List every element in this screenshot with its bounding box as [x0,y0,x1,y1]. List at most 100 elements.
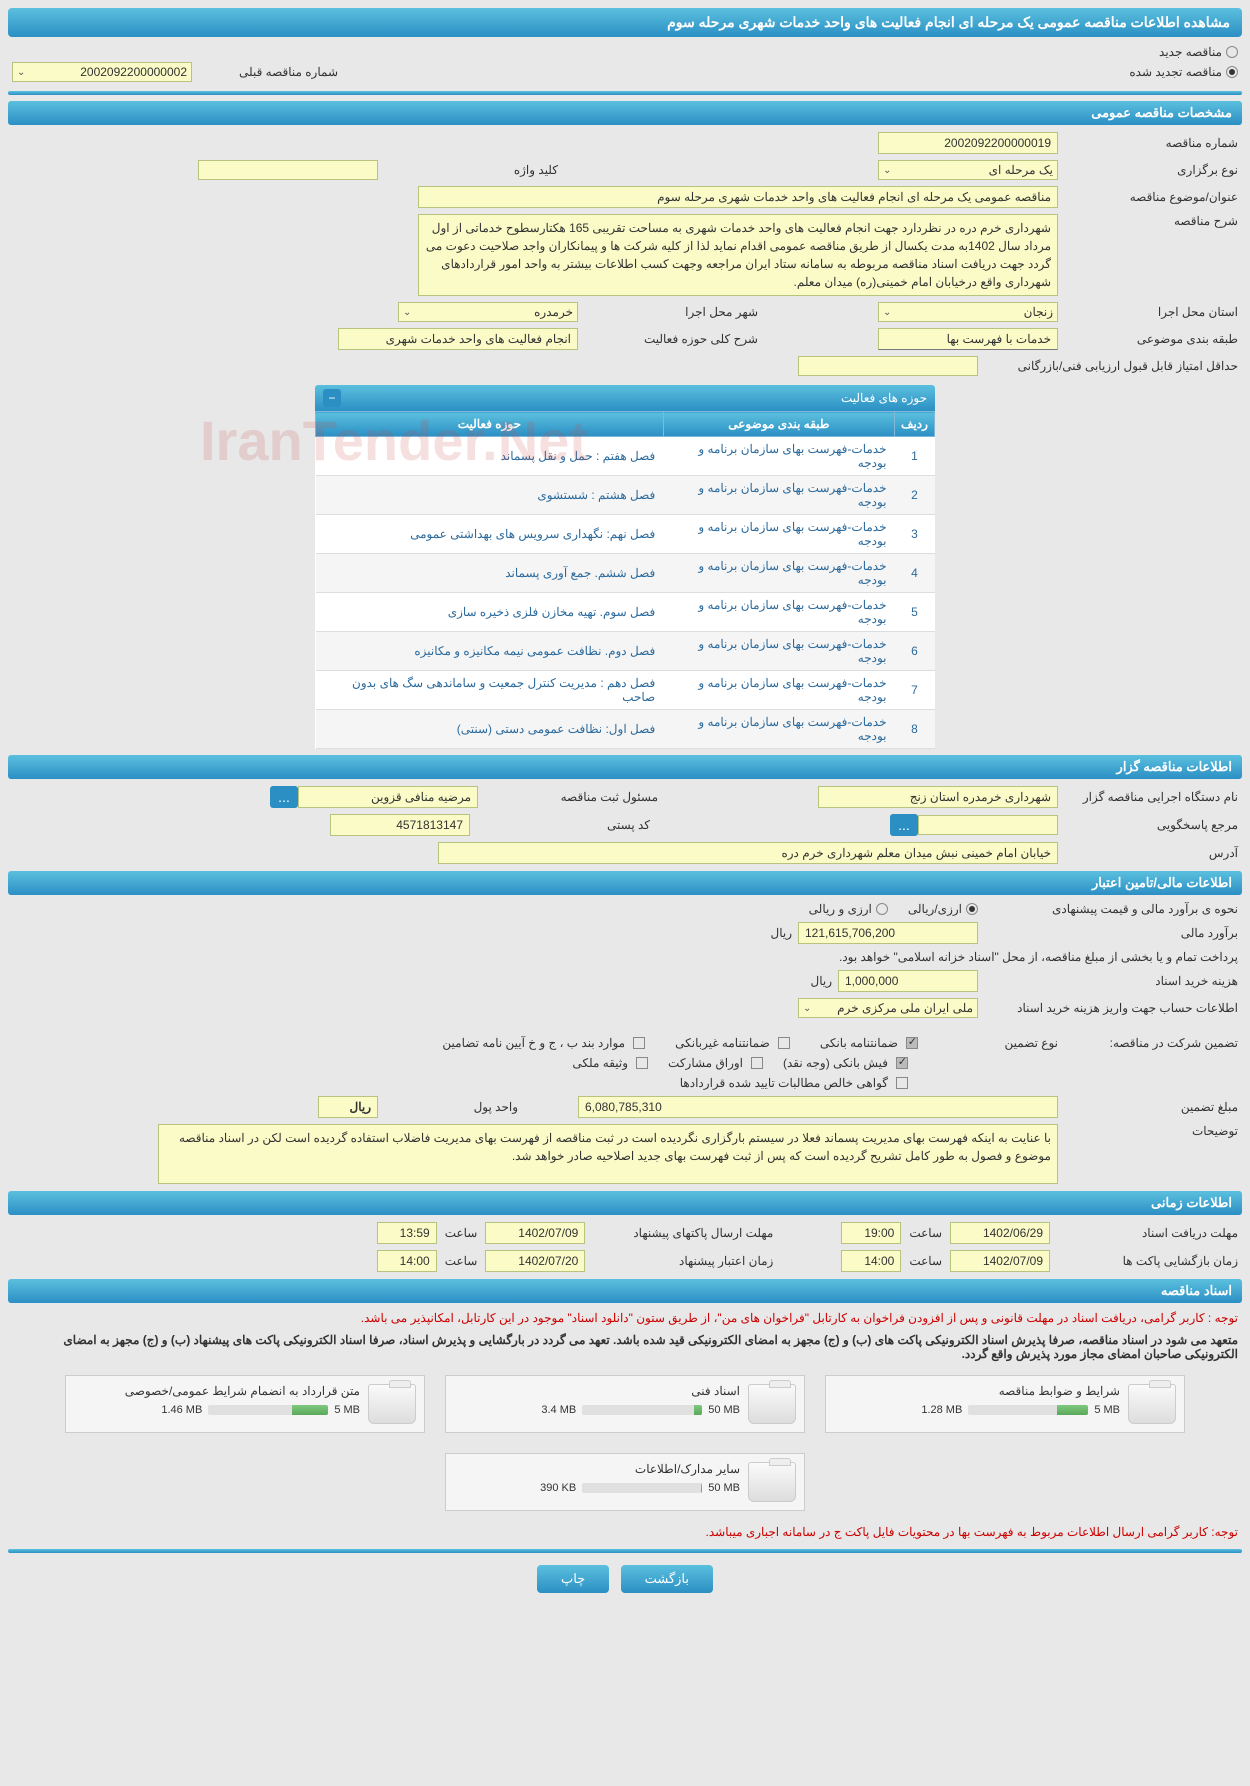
chevron-down-icon: ⌄ [883,165,891,176]
notes-value: با عنایت به اینکه فهرست بهای مدیریت پسما… [158,1124,1058,1184]
chevron-down-icon: ⌄ [883,307,891,318]
progress-bar [968,1405,1088,1415]
cb-cash[interactable] [896,1057,908,1069]
validity-label: زمان اعتبار پیشنهاد [593,1254,773,1268]
docs-note2: متعهد می شود در اسناد مناقصه، صرفا پذیرش… [0,1329,1250,1365]
account-select[interactable]: ملی ایران ملی مرکزی خرم⌄ [798,998,978,1018]
scope-label: شرح کلی حوزه فعالیت [578,332,758,346]
print-button[interactable]: چاپ [537,1565,609,1593]
prev-tender-label: شماره مناقصه قبلی [198,65,338,79]
table-row: 4خدمات-فهرست بهای سازمان برنامه و بودجهف… [316,554,935,593]
docs-footer-note: توجه: کاربر گرامی ارسال اطلاعات مربوط به… [0,1521,1250,1543]
prev-tender-select[interactable]: 2002092200000002⌄ [12,62,192,82]
type-label: نوع برگزاری [1058,163,1238,177]
city-label: شهر محل اجرا [578,305,758,319]
subject-label: عنوان/موضوع مناقصه [1058,190,1238,204]
folder-icon [1128,1384,1176,1424]
docs-grid: شرایط و ضوابط مناقصه 5 MB 1.28 MB اسناد … [10,1375,1240,1511]
doc-used: 390 KB [540,1482,576,1494]
guarantee-title: تضمین شرکت در مناقصه: [1058,1036,1238,1050]
address-value: خیابان امام خمینی نبش میدان معلم شهرداری… [438,842,1058,864]
back-button[interactable]: بازگشت [621,1565,713,1593]
account-label: اطلاعات حساب جهت واریز هزینه خرید اسناد [978,1001,1238,1015]
org-value: شهرداری خرمدره استان زنج [818,786,1058,808]
docfee-value: 1,000,000 [838,970,978,992]
radio-rial[interactable] [966,903,978,915]
gamount-label: مبلغ تضمین [1058,1100,1238,1114]
radio-new-label: مناقصه جدید [1159,45,1222,59]
province-select[interactable]: زنجان⌄ [878,302,1058,322]
cb-receivable[interactable] [896,1077,908,1089]
doc-total: 5 MB [334,1404,360,1416]
tender-mode-radio-group: مناقصه جدید [12,45,1238,59]
cb-bank[interactable] [906,1037,918,1049]
doc-item[interactable]: اسناد فنی 50 MB 3.4 MB [445,1375,805,1433]
regofficer-value: مرضیه منافی قزوین [298,786,478,808]
scope-value: انجام فعالیت های واحد خدمات شهری [338,328,578,350]
chevron-down-icon: ⌄ [17,67,25,78]
cb-bond[interactable] [633,1037,645,1049]
keyword-value[interactable] [198,160,378,180]
receive-time: 19:00 [841,1222,901,1244]
currency: ریال [770,926,792,940]
submit-date: 1402/07/09 [485,1222,585,1244]
radio-new[interactable] [1226,46,1238,58]
doc-item[interactable]: شرایط و ضوابط مناقصه 5 MB 1.28 MB [825,1375,1185,1433]
category-value[interactable]: خدمات با فهرست بها [878,328,1058,350]
open-date: 1402/07/09 [950,1250,1050,1272]
progress-bar [582,1405,702,1415]
receive-label: مهلت دریافت اسناد [1058,1226,1238,1240]
doc-used: 1.28 MB [921,1404,962,1416]
collapse-button[interactable]: − [323,389,341,407]
table-row: 2خدمات-فهرست بهای سازمان برنامه و بودجهف… [316,476,935,515]
folder-icon [368,1384,416,1424]
doc-title: متن قرارداد به انضمام شرایط عمومی/خصوصی [74,1384,360,1398]
open-time: 14:00 [841,1250,901,1272]
doc-total: 50 MB [708,1482,740,1494]
postal-value: 4571813147 [330,814,470,836]
minscore-value[interactable] [798,356,978,376]
section-timing: اطلاعات زمانی [8,1191,1242,1215]
guarantee-type-label: نوع تضمین [918,1036,1058,1050]
desc-label: شرح مناقصه [1058,214,1238,228]
lookup-button-2[interactable]: ... [890,814,918,836]
section-docs: اسناد مناقصه [8,1279,1242,1303]
section-financial: اطلاعات مالی/تامین اعتبار [8,871,1242,895]
address-label: آدرس [1058,846,1238,860]
doc-used: 3.4 MB [541,1404,576,1416]
radio-renewed[interactable] [1226,66,1238,78]
doc-used: 1.46 MB [161,1404,202,1416]
resp-label: مرجع پاسخگویی [1058,818,1238,832]
method-label: نحوه ی برآورد مالی و قیمت پیشنهادی [978,902,1238,916]
table-row: 5خدمات-فهرست بهای سازمان برنامه و بودجهف… [316,593,935,632]
unit-label: واحد پول [378,1100,518,1114]
postal-label: کد پستی [470,818,650,832]
estimate-value: 121,615,706,200 [798,922,978,944]
table-header: ردیف [895,412,935,437]
folder-icon [748,1384,796,1424]
regofficer-label: مسئول ثبت مناقصه [478,790,658,804]
lookup-button[interactable]: ... [270,786,298,808]
table-header: حوزه فعالیت [316,412,664,437]
receive-date: 1402/06/29 [950,1222,1050,1244]
chevron-down-icon: ⌄ [403,307,411,318]
doc-item[interactable]: متن قرارداد به انضمام شرایط عمومی/خصوصی … [65,1375,425,1433]
table-header: طبقه بندی موضوعی [663,412,894,437]
cb-property[interactable] [636,1057,648,1069]
notes-label: توضیحات [1058,1124,1238,1138]
unit-value: ریال [318,1096,378,1118]
submit-time: 13:59 [377,1222,437,1244]
divider [8,1549,1242,1553]
doc-item[interactable]: سایر مدارک/اطلاعات 50 MB 390 KB [445,1453,805,1511]
table-row: 6خدمات-فهرست بهای سازمان برنامه و بودجهف… [316,632,935,671]
org-label: نام دستگاه اجرایی مناقصه گزار [1058,790,1238,804]
resp-value[interactable] [918,815,1058,835]
cb-shares[interactable] [751,1057,763,1069]
radio-both[interactable] [876,903,888,915]
city-select[interactable]: خرمدره⌄ [398,302,578,322]
gamount-value: 6,080,785,310 [578,1096,1058,1118]
table-row: 8خدمات-فهرست بهای سازمان برنامه و بودجهف… [316,710,935,749]
cb-nonbank[interactable] [778,1037,790,1049]
type-select[interactable]: یک مرحله ای⌄ [878,160,1058,180]
validity-time: 14:00 [377,1250,437,1272]
